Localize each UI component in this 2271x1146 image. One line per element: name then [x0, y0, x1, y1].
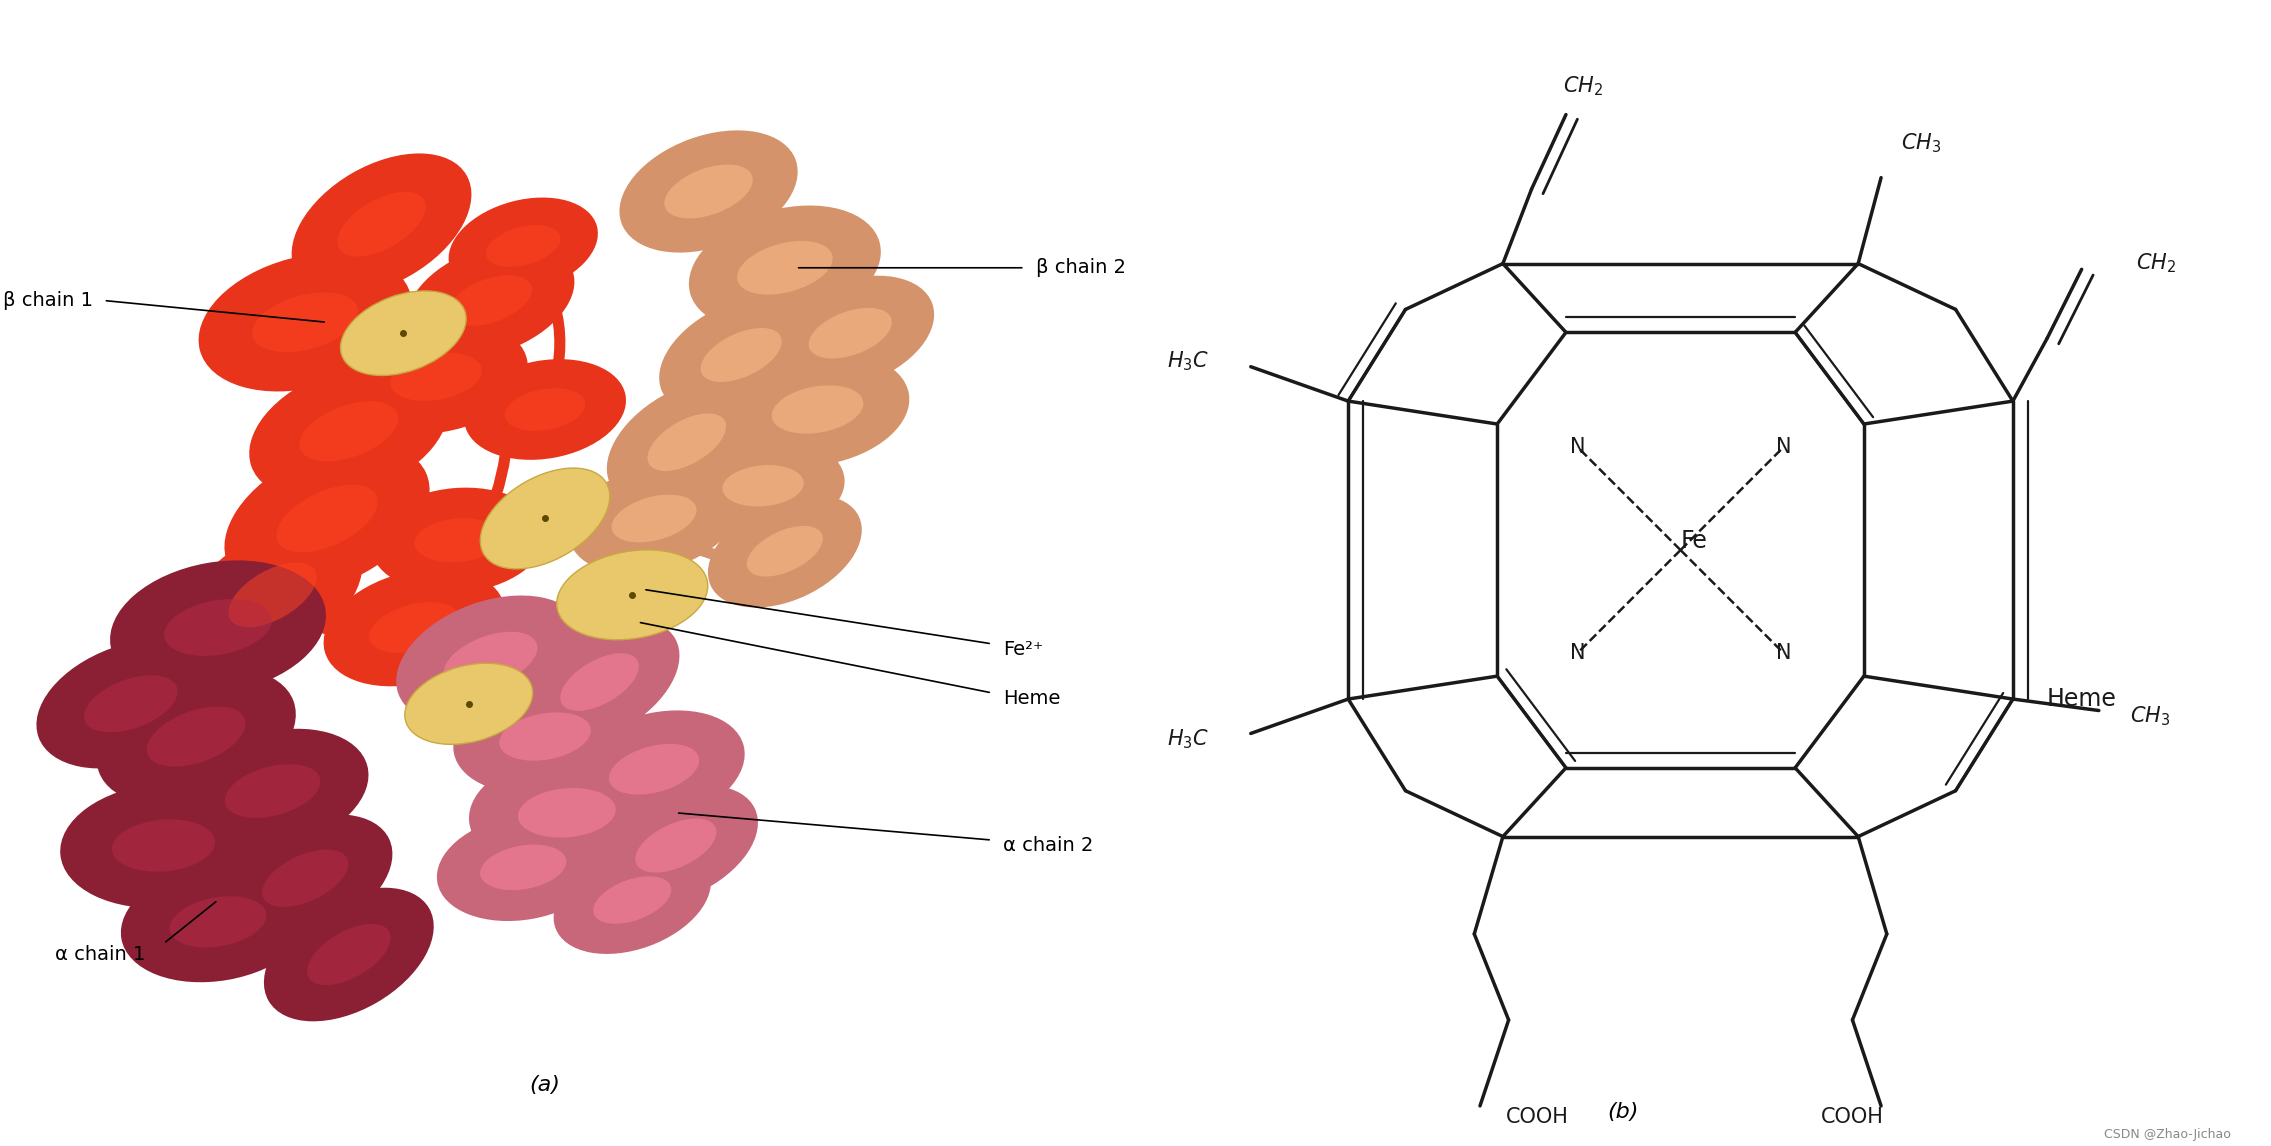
Ellipse shape: [407, 243, 575, 358]
Ellipse shape: [727, 353, 908, 466]
Ellipse shape: [291, 154, 472, 295]
Ellipse shape: [518, 788, 615, 838]
Ellipse shape: [443, 631, 538, 689]
Ellipse shape: [606, 379, 768, 505]
Ellipse shape: [277, 485, 377, 552]
Ellipse shape: [772, 385, 863, 433]
Ellipse shape: [370, 602, 459, 653]
Ellipse shape: [370, 487, 545, 592]
Ellipse shape: [470, 754, 665, 872]
Ellipse shape: [300, 401, 397, 462]
Text: $CH_2$: $CH_2$: [2137, 252, 2176, 275]
Ellipse shape: [450, 275, 531, 325]
Ellipse shape: [322, 568, 504, 686]
Ellipse shape: [808, 308, 893, 359]
Ellipse shape: [148, 706, 245, 767]
Ellipse shape: [345, 320, 527, 434]
Text: N: N: [1776, 437, 1792, 457]
Ellipse shape: [111, 819, 216, 872]
Text: $CH_3$: $CH_3$: [2130, 705, 2171, 728]
Text: (a): (a): [529, 1075, 561, 1096]
Ellipse shape: [738, 241, 833, 295]
Ellipse shape: [261, 849, 347, 906]
Text: (b): (b): [1608, 1101, 1640, 1122]
Ellipse shape: [229, 563, 316, 627]
Ellipse shape: [688, 205, 881, 330]
Ellipse shape: [252, 292, 359, 352]
Ellipse shape: [182, 524, 363, 666]
Text: β chain 1: β chain 1: [2, 291, 93, 309]
Ellipse shape: [479, 845, 565, 890]
Text: CSDN @Zhao-Jichao: CSDN @Zhao-Jichao: [2103, 1128, 2230, 1141]
Text: $H_3C$: $H_3C$: [1167, 350, 1208, 372]
Text: $H_3C$: $H_3C$: [1167, 728, 1208, 751]
Ellipse shape: [61, 783, 266, 908]
Ellipse shape: [486, 225, 561, 267]
Ellipse shape: [554, 846, 711, 953]
Ellipse shape: [702, 328, 781, 382]
Text: $CH_3$: $CH_3$: [1901, 132, 1942, 155]
Ellipse shape: [609, 744, 699, 794]
Ellipse shape: [611, 495, 697, 542]
Text: Heme: Heme: [1004, 689, 1061, 708]
Ellipse shape: [120, 862, 316, 982]
Ellipse shape: [520, 619, 679, 745]
Ellipse shape: [561, 653, 638, 711]
Text: $CH_2$: $CH_2$: [1562, 74, 1603, 97]
Ellipse shape: [436, 814, 609, 921]
Ellipse shape: [593, 877, 672, 924]
Text: N: N: [1569, 437, 1585, 457]
Ellipse shape: [341, 291, 466, 376]
Ellipse shape: [659, 295, 824, 415]
Ellipse shape: [395, 596, 586, 725]
Ellipse shape: [563, 711, 745, 829]
Ellipse shape: [450, 197, 597, 295]
Ellipse shape: [636, 818, 715, 872]
Ellipse shape: [709, 495, 861, 607]
Ellipse shape: [479, 468, 611, 568]
Ellipse shape: [413, 518, 502, 563]
Ellipse shape: [263, 888, 434, 1021]
Ellipse shape: [504, 388, 586, 431]
Ellipse shape: [404, 664, 534, 745]
Ellipse shape: [681, 437, 845, 535]
Ellipse shape: [250, 363, 447, 500]
Ellipse shape: [391, 353, 481, 401]
Ellipse shape: [454, 680, 636, 793]
Text: Fe: Fe: [1681, 529, 1708, 552]
Text: N: N: [1776, 643, 1792, 664]
Ellipse shape: [198, 253, 411, 392]
Ellipse shape: [620, 131, 797, 252]
Ellipse shape: [338, 191, 425, 257]
Ellipse shape: [225, 764, 320, 818]
Ellipse shape: [722, 465, 804, 507]
Ellipse shape: [225, 444, 429, 594]
Text: α chain 2: α chain 2: [1004, 837, 1092, 855]
Ellipse shape: [568, 463, 740, 574]
Text: α chain 1: α chain 1: [55, 945, 145, 964]
Text: COOH: COOH: [1821, 1107, 1885, 1128]
Ellipse shape: [665, 165, 752, 219]
Ellipse shape: [500, 713, 590, 761]
Ellipse shape: [556, 550, 709, 639]
Ellipse shape: [170, 896, 266, 948]
Text: Heme: Heme: [2046, 688, 2117, 711]
Text: Fe²⁺: Fe²⁺: [1004, 639, 1042, 659]
Ellipse shape: [109, 560, 327, 694]
Ellipse shape: [84, 675, 177, 732]
Ellipse shape: [36, 639, 225, 769]
Ellipse shape: [177, 729, 368, 854]
Ellipse shape: [164, 599, 273, 656]
Text: β chain 2: β chain 2: [1036, 258, 1126, 277]
Ellipse shape: [765, 276, 933, 391]
Ellipse shape: [747, 526, 822, 576]
Ellipse shape: [307, 924, 391, 986]
Ellipse shape: [98, 668, 295, 804]
Text: N: N: [1569, 643, 1585, 664]
Ellipse shape: [647, 414, 727, 471]
Ellipse shape: [218, 815, 393, 942]
Ellipse shape: [463, 359, 627, 460]
Text: COOH: COOH: [1506, 1107, 1569, 1128]
Ellipse shape: [593, 785, 759, 905]
